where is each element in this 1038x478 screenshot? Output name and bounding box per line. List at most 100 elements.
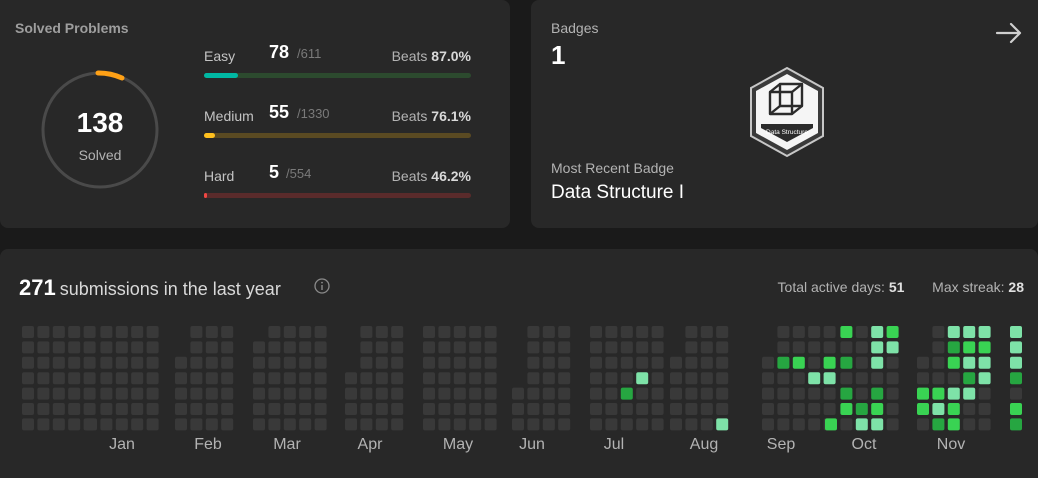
heatmap-cell[interactable]	[469, 403, 482, 415]
heatmap-cell[interactable]	[131, 418, 144, 431]
heatmap-cell[interactable]	[453, 326, 466, 338]
heatmap-cell[interactable]	[37, 372, 50, 385]
heatmap-cell[interactable]	[947, 326, 960, 338]
heatmap-cell[interactable]	[840, 326, 853, 338]
heatmap-cell[interactable]	[605, 356, 618, 369]
heatmap-cell[interactable]	[375, 356, 388, 369]
heatmap-cell[interactable]	[871, 326, 884, 338]
heatmap-cell[interactable]	[453, 403, 466, 415]
heatmap-cell[interactable]	[484, 387, 497, 400]
heatmap-cell[interactable]	[52, 372, 65, 385]
heatmap-cell[interactable]	[542, 372, 555, 385]
heatmap-cell[interactable]	[685, 418, 698, 431]
heatmap-cell[interactable]	[299, 326, 312, 338]
heatmap-cell[interactable]	[777, 341, 790, 354]
heatmap-cell[interactable]	[558, 403, 571, 415]
heatmap-cell[interactable]	[22, 403, 34, 415]
heatmap-cell[interactable]	[469, 326, 482, 338]
heatmap-cell[interactable]	[886, 356, 899, 369]
heatmap-cell[interactable]	[716, 387, 729, 400]
heatmap-cell[interactable]	[700, 356, 713, 369]
heatmap-cell[interactable]	[360, 418, 373, 431]
heatmap-cell[interactable]	[83, 341, 96, 354]
heatmap-cell[interactable]	[453, 372, 466, 385]
heatmap-cell[interactable]	[268, 372, 281, 385]
heatmap-cell[interactable]	[131, 403, 144, 415]
heatmap-cell[interactable]	[52, 403, 65, 415]
heatmap-cell[interactable]	[636, 418, 649, 431]
heatmap-cell[interactable]	[651, 403, 664, 415]
heatmap-cell[interactable]	[605, 403, 618, 415]
heatmap-cell[interactable]	[22, 326, 34, 338]
heatmap-cell[interactable]	[636, 372, 649, 385]
heatmap-cell[interactable]	[792, 372, 805, 385]
heatmap-cell[interactable]	[840, 403, 853, 415]
heatmap-cell[interactable]	[484, 372, 497, 385]
heatmap-cell[interactable]	[253, 418, 265, 431]
heatmap-cell[interactable]	[484, 403, 497, 415]
heatmap-cell[interactable]	[963, 341, 976, 354]
heatmap-cell[interactable]	[932, 341, 945, 354]
heatmap-cell[interactable]	[375, 326, 388, 338]
heatmap-cell[interactable]	[115, 418, 128, 431]
heatmap-cell[interactable]	[146, 341, 159, 354]
heatmap-cell[interactable]	[777, 372, 790, 385]
heatmap-cell[interactable]	[438, 403, 451, 415]
heatmap-cell[interactable]	[1010, 341, 1022, 354]
heatmap-cell[interactable]	[314, 372, 327, 385]
heatmap-cell[interactable]	[221, 418, 234, 431]
heatmap-cell[interactable]	[855, 403, 868, 415]
heatmap-cell[interactable]	[808, 341, 821, 354]
heatmap-cell[interactable]	[670, 356, 682, 369]
heatmap-cell[interactable]	[438, 356, 451, 369]
heatmap-cell[interactable]	[268, 356, 281, 369]
heatmap-cell[interactable]	[636, 356, 649, 369]
heatmap-cell[interactable]	[670, 387, 682, 400]
heatmap-cell[interactable]	[283, 326, 296, 338]
heatmap-cell[interactable]	[453, 418, 466, 431]
heatmap-cell[interactable]	[963, 387, 976, 400]
heatmap-cell[interactable]	[823, 387, 836, 400]
heatmap-cell[interactable]	[886, 418, 899, 431]
heatmap-cell[interactable]	[963, 418, 976, 431]
heatmap-cell[interactable]	[527, 341, 540, 354]
heatmap-cell[interactable]	[22, 372, 34, 385]
heatmap-cell[interactable]	[205, 341, 218, 354]
heatmap-cell[interactable]	[527, 403, 540, 415]
heatmap-cell[interactable]	[605, 341, 618, 354]
heatmap-cell[interactable]	[115, 341, 128, 354]
heatmap-cell[interactable]	[947, 403, 960, 415]
heatmap-cell[interactable]	[221, 356, 234, 369]
heatmap-cell[interactable]	[268, 387, 281, 400]
heatmap-cell[interactable]	[855, 356, 868, 369]
heatmap-cell[interactable]	[840, 387, 853, 400]
heatmap-cell[interactable]	[52, 341, 65, 354]
heatmap-cell[interactable]	[886, 372, 899, 385]
heatmap-cell[interactable]	[52, 418, 65, 431]
heatmap-cell[interactable]	[963, 356, 976, 369]
heatmap-cell[interactable]	[100, 387, 113, 400]
heatmap-cell[interactable]	[871, 387, 884, 400]
heatmap-cell[interactable]	[840, 372, 853, 385]
heatmap-cell[interactable]	[558, 326, 571, 338]
heatmap-cell[interactable]	[190, 403, 203, 415]
heatmap-cell[interactable]	[115, 326, 128, 338]
heatmap-cell[interactable]	[299, 372, 312, 385]
heatmap-cell[interactable]	[700, 341, 713, 354]
heatmap-cell[interactable]	[762, 372, 774, 385]
heatmap-cell[interactable]	[792, 387, 805, 400]
heatmap-cell[interactable]	[777, 326, 790, 338]
heatmap-cell[interactable]	[205, 403, 218, 415]
heatmap-cell[interactable]	[205, 387, 218, 400]
heatmap-cell[interactable]	[391, 372, 404, 385]
heatmap-cell[interactable]	[360, 387, 373, 400]
heatmap-cell[interactable]	[205, 356, 218, 369]
heatmap-cell[interactable]	[314, 356, 327, 369]
heatmap-cell[interactable]	[391, 356, 404, 369]
heatmap-cell[interactable]	[947, 387, 960, 400]
heatmap-cell[interactable]	[68, 403, 81, 415]
heatmap-cell[interactable]	[840, 356, 853, 369]
heatmap-cell[interactable]	[391, 341, 404, 354]
heatmap-cell[interactable]	[268, 418, 281, 431]
heatmap-cell[interactable]	[651, 341, 664, 354]
